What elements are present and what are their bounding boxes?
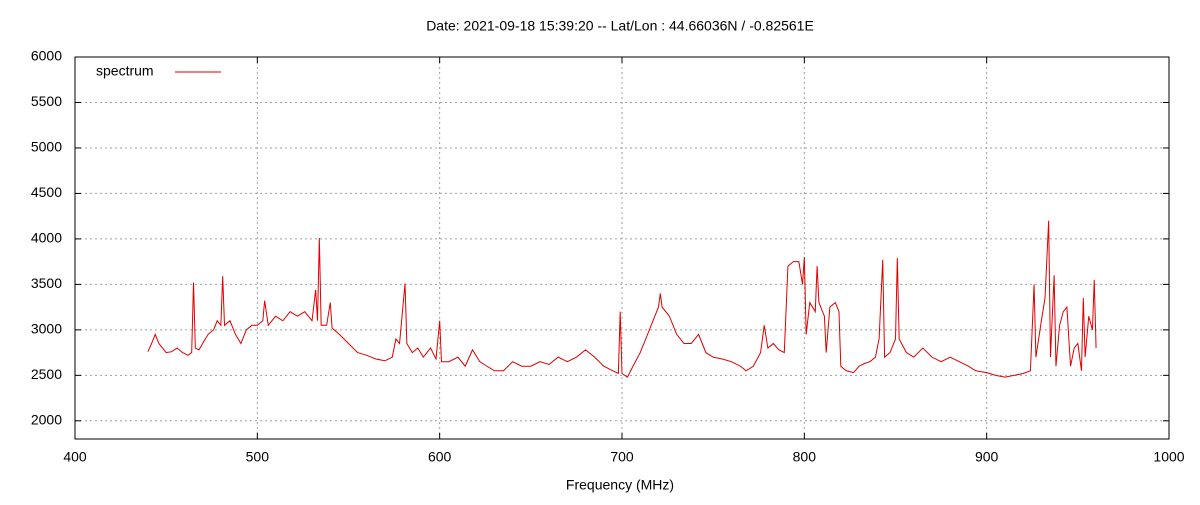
y-tick-label: 3000 — [31, 321, 62, 337]
y-tick-label: 3500 — [31, 275, 62, 291]
plot-frame — [74, 56, 1170, 440]
x-tick-label: 500 — [246, 449, 270, 465]
y-tick-label: 4000 — [31, 230, 62, 246]
y-tick-label: 4500 — [31, 184, 62, 200]
y-tick-label: 5500 — [31, 93, 62, 109]
y-tick-label: 2500 — [31, 366, 62, 382]
x-tick-label: 700 — [610, 449, 634, 465]
x-tick-label: 800 — [793, 449, 817, 465]
x-tick-label: 1000 — [1153, 449, 1184, 465]
x-tick-label: 900 — [975, 449, 999, 465]
y-tick-label: 2000 — [31, 412, 62, 428]
chart-title: Date: 2021-09-18 15:39:20 -- Lat/Lon : 4… — [426, 18, 814, 34]
x-axis-label: Frequency (MHz) — [566, 477, 674, 493]
x-tick-label: 400 — [63, 449, 87, 465]
y-tick-label: 6000 — [31, 48, 62, 64]
series-line — [147, 220, 1097, 378]
y-tick-label: 5000 — [31, 139, 62, 155]
x-tick-label: 600 — [428, 449, 452, 465]
legend-label: spectrum — [96, 63, 154, 79]
